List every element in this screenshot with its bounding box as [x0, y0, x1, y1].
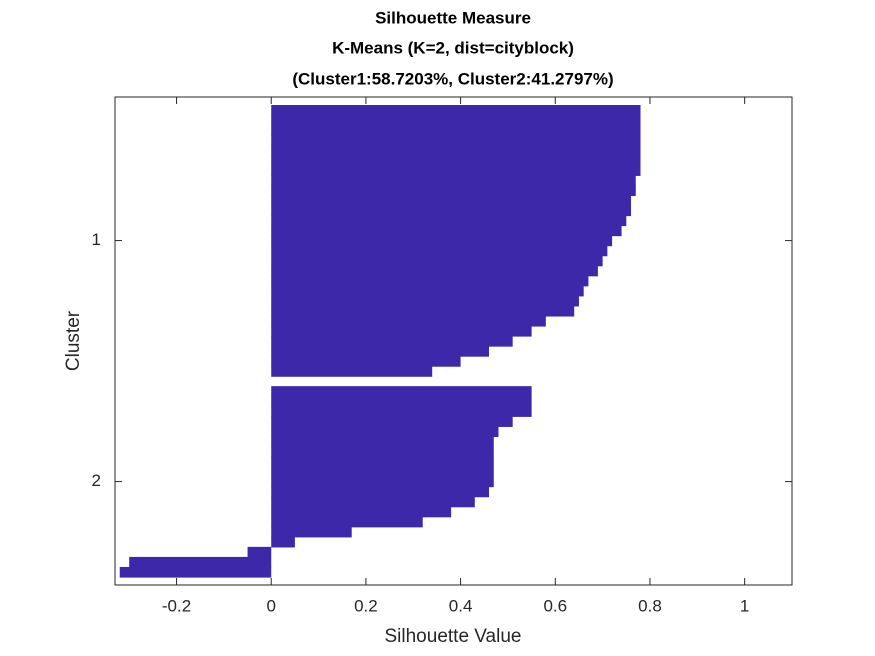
silhouette-bar — [271, 185, 636, 196]
silhouette-bar — [271, 516, 423, 528]
silhouette-bar — [271, 406, 532, 417]
silhouette-bar — [271, 416, 513, 427]
silhouette-bar — [271, 466, 494, 478]
silhouette-bar — [271, 215, 627, 227]
silhouette-bar — [271, 325, 532, 337]
silhouette-bar — [271, 336, 513, 347]
x-tick-label: 0.4 — [449, 596, 473, 615]
silhouette-bar — [271, 245, 608, 257]
x-tick-label: 0.8 — [638, 596, 662, 615]
silhouette-bar — [271, 506, 452, 518]
silhouette-bar — [271, 386, 532, 397]
silhouette-bar — [247, 546, 272, 558]
silhouette-bar — [271, 526, 352, 538]
x-axis-label: Silhouette Value — [385, 626, 522, 647]
x-tick-label: 1 — [740, 596, 749, 615]
silhouette-bar — [271, 486, 490, 498]
x-tick-label: -0.2 — [162, 596, 191, 615]
chart-title: Silhouette Measure — [375, 8, 531, 27]
silhouette-bar — [271, 105, 641, 116]
silhouette-bar — [271, 275, 589, 287]
silhouette-bar — [271, 315, 546, 327]
silhouette-bar — [271, 366, 433, 377]
y-axis-label: Cluster — [63, 310, 84, 371]
silhouette-bar — [271, 476, 494, 488]
silhouette-bar — [271, 265, 598, 277]
chart-subtitle: K-Means (K=2, dist=cityblock) — [332, 38, 574, 57]
silhouette-bar — [271, 356, 461, 367]
silhouette-bar — [271, 295, 579, 307]
silhouette-bar — [271, 346, 490, 357]
y-tick-label: 2 — [92, 471, 101, 490]
silhouette-bar — [271, 165, 641, 176]
x-tick-label: 0.6 — [543, 596, 567, 615]
silhouette-bar — [119, 566, 272, 578]
chart-annotation: (Cluster1:58.7203%, Cluster2:41.2797%) — [292, 69, 613, 88]
silhouette-bar — [271, 536, 295, 548]
silhouette-bar — [271, 135, 641, 146]
silhouette-bar — [271, 195, 632, 207]
silhouette-bar — [271, 456, 494, 468]
silhouette-bar — [271, 235, 613, 247]
x-tick-label: 0.2 — [354, 596, 378, 615]
silhouette-bar — [271, 125, 641, 136]
silhouette-bar — [271, 155, 641, 166]
silhouette-bar — [271, 426, 499, 437]
silhouette-bar — [271, 205, 632, 217]
silhouette-bar — [271, 145, 641, 156]
silhouette-bar — [129, 556, 272, 568]
silhouette-bar — [271, 175, 636, 186]
silhouette-bar — [271, 115, 641, 126]
plot-frame — [114, 96, 793, 586]
silhouette-bar — [271, 496, 475, 508]
silhouette-bar — [271, 305, 575, 317]
silhouette-bar — [271, 285, 584, 297]
silhouette-bar — [271, 225, 622, 237]
y-tick-label: 1 — [92, 230, 101, 249]
x-tick-label: 0 — [266, 596, 275, 615]
silhouette-bar — [271, 446, 494, 458]
silhouette-bar — [271, 436, 494, 448]
silhouette-bar — [271, 396, 532, 407]
silhouette-bar — [271, 255, 603, 267]
